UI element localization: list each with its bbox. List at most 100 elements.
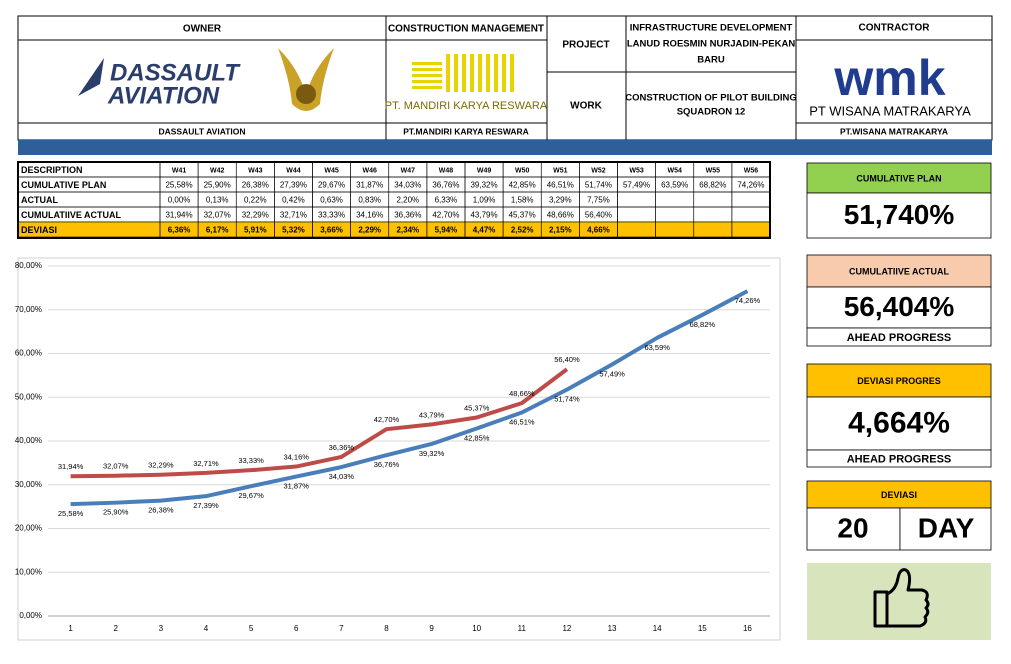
cell-value: 4,47% xyxy=(473,226,496,235)
cell-value: W47 xyxy=(401,167,416,174)
cm-logo-text: PT. MANDIRI KARYA RESWARA xyxy=(385,100,548,112)
cell-value: 56,40% xyxy=(585,211,612,220)
data-label: 45,37% xyxy=(464,403,490,412)
data-label: 74,26% xyxy=(735,296,761,305)
cell-value: 36,76% xyxy=(432,181,459,190)
cell-value: 34,03% xyxy=(394,181,421,190)
cell xyxy=(655,191,695,208)
contractor-name: PT.WISANA MATRAKARYA xyxy=(840,126,948,136)
data-label: 42,70% xyxy=(374,415,400,424)
blue-bar xyxy=(18,140,992,155)
series-line xyxy=(70,367,569,479)
x-tick-label: 4 xyxy=(204,624,209,633)
cell-value: 32,71% xyxy=(280,211,307,220)
x-tick-label: 14 xyxy=(653,624,662,633)
panel-unit-bg xyxy=(899,507,992,551)
cell xyxy=(617,191,656,208)
cell xyxy=(693,191,733,208)
panel-value: 51,740% xyxy=(844,199,955,230)
cell-value: 0,13% xyxy=(206,196,229,205)
cell-value: 2,52% xyxy=(511,226,534,235)
row-label: CUMULATIVE PLAN xyxy=(21,180,106,190)
row-label: CUMULATIIVE ACTUAL xyxy=(21,210,121,220)
panel-title: CUMULATIIVE ACTUAL xyxy=(849,266,949,276)
project-label: PROJECT xyxy=(562,40,609,51)
data-label: 36,36% xyxy=(329,443,355,452)
x-tick-label: 8 xyxy=(384,624,389,633)
data-label: 34,03% xyxy=(329,472,355,481)
panel-value-bg xyxy=(806,507,901,551)
cell-value: 27,39% xyxy=(280,181,307,190)
work-line: SQUADRON 12 xyxy=(677,107,746,118)
cell-value: 5,91% xyxy=(244,226,267,235)
data-label: 25,90% xyxy=(103,508,129,517)
data-label: 43,79% xyxy=(419,410,445,419)
cell xyxy=(617,206,656,223)
y-tick-label: 0,00% xyxy=(19,611,42,620)
data-label: 25,58% xyxy=(58,509,84,518)
data-label: 56,40% xyxy=(554,355,580,364)
deviasi-row-bg xyxy=(18,222,770,238)
cell-value: 25,90% xyxy=(204,181,231,190)
logo-shape xyxy=(78,58,104,96)
panel-title-bg xyxy=(806,162,992,194)
cell-value: 1,58% xyxy=(511,196,534,205)
progress-table: DESCRIPTION W41 W42 W43 W44 W45 W46 W47 W48 W49 W5… xyxy=(17,161,771,239)
cell-value: 42,85% xyxy=(509,181,536,190)
data-label: 48,66% xyxy=(509,389,535,398)
chart-frame xyxy=(17,257,781,641)
table-border xyxy=(17,161,771,239)
cell-value: 57,49% xyxy=(623,181,650,190)
data-label: 68,82% xyxy=(690,320,716,329)
thumbs-icon xyxy=(873,568,930,628)
x-tick-label: 7 xyxy=(339,624,344,633)
dassault-logo: DASSAULT AVIATION xyxy=(78,58,241,109)
y-tick-label: 40,00% xyxy=(15,436,42,445)
owner-label: OWNER xyxy=(183,24,222,35)
cell-value: 45,37% xyxy=(509,211,536,220)
cell-value: 46,51% xyxy=(547,181,574,190)
panel-value-bg xyxy=(806,396,992,451)
cell-value: W44 xyxy=(286,167,301,174)
panel-title: DEVIASI PROGRES xyxy=(857,376,941,386)
cell-value: 31,94% xyxy=(165,211,192,220)
cell-value: 0,22% xyxy=(244,196,267,205)
cell-value: 68,82% xyxy=(699,181,726,190)
cm-label: CONSTRUCTION MANAGEMENT xyxy=(388,24,544,35)
cell-value: 33,33% xyxy=(318,211,345,220)
chart: 0,00% 10,00% 20,00% 30,00% 40,00% 50,00% 60,00… xyxy=(15,261,770,633)
cell-value: 7,75% xyxy=(587,196,610,205)
cell-value: 34,16% xyxy=(356,211,383,220)
panel-unit: DAY xyxy=(918,512,975,543)
cell-value: 43,79% xyxy=(470,211,497,220)
panel-title: DEVIASI xyxy=(881,490,917,500)
data-label: 33,33% xyxy=(238,456,264,465)
contractor-label: CONTRACTOR xyxy=(859,23,931,34)
data-label: 31,87% xyxy=(283,482,309,491)
emblem-center xyxy=(296,84,316,104)
logo-text: AVIATION xyxy=(107,82,220,109)
cell-value: 32,07% xyxy=(204,211,231,220)
cell-value: 32,29% xyxy=(242,211,269,220)
cell-value: 25,58% xyxy=(165,181,192,190)
cell-value: W55 xyxy=(706,167,721,174)
cell-value: W49 xyxy=(477,167,492,174)
data-label: 42,85% xyxy=(464,434,490,443)
cell-value: 0,42% xyxy=(282,196,305,205)
panel-value-bg xyxy=(806,192,992,239)
row-label: ACTUAL xyxy=(21,195,58,205)
cell-value: 36,36% xyxy=(394,211,421,220)
project-line: BARU xyxy=(697,55,725,66)
cell-value: 74,26% xyxy=(737,181,764,190)
x-tick-label: 13 xyxy=(608,624,617,633)
cell-value: W53 xyxy=(629,167,644,174)
data-label: 32,71% xyxy=(193,459,219,468)
cell-value: 4,66% xyxy=(587,226,610,235)
cell-value: W56 xyxy=(744,167,759,174)
panel-value: 20 xyxy=(837,512,868,543)
y-tick-label: 70,00% xyxy=(15,305,42,314)
panel-title: CUMULATIVE PLAN xyxy=(856,173,941,183)
contractor-logo: wmk xyxy=(833,50,945,106)
x-tick-label: 2 xyxy=(113,624,118,633)
data-label: 32,29% xyxy=(148,461,174,470)
